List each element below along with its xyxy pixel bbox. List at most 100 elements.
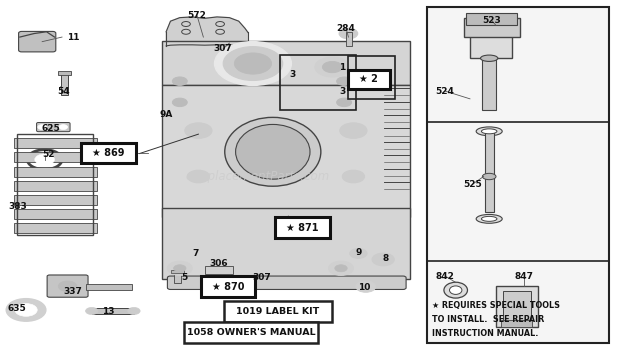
FancyBboxPatch shape — [47, 275, 88, 297]
Bar — [205, 266, 232, 274]
Bar — [280, 55, 356, 110]
Circle shape — [372, 253, 394, 266]
Text: 5: 5 — [182, 273, 188, 282]
Circle shape — [315, 57, 350, 77]
Text: 307: 307 — [252, 273, 271, 282]
Text: 1019 LABEL KIT: 1019 LABEL KIT — [236, 307, 319, 316]
Circle shape — [128, 307, 140, 315]
Text: 847: 847 — [515, 271, 533, 281]
Bar — [482, 58, 496, 110]
Bar — [427, 7, 609, 343]
Text: 9A: 9A — [159, 110, 173, 119]
Text: 7: 7 — [192, 249, 198, 258]
Bar — [14, 223, 97, 233]
Bar — [14, 167, 97, 176]
Bar — [275, 217, 330, 238]
Bar — [162, 41, 410, 85]
Circle shape — [185, 123, 212, 138]
Bar — [346, 32, 352, 46]
Text: 635: 635 — [8, 304, 27, 313]
Bar — [14, 181, 97, 191]
Text: ★ 869: ★ 869 — [92, 148, 125, 158]
Text: 8: 8 — [383, 254, 389, 263]
Bar — [162, 208, 410, 279]
Circle shape — [86, 307, 98, 315]
Text: 10: 10 — [358, 283, 371, 292]
Text: 3: 3 — [290, 70, 296, 79]
Circle shape — [335, 265, 347, 272]
Bar — [470, 24, 512, 58]
Bar — [348, 70, 390, 89]
Text: ★ REQUIRES SPECIAL TOOLS: ★ REQUIRES SPECIAL TOOLS — [432, 301, 559, 310]
Text: 842: 842 — [436, 271, 454, 281]
Text: 525: 525 — [463, 180, 482, 189]
Bar — [162, 85, 410, 217]
FancyBboxPatch shape — [19, 31, 56, 52]
Text: 337: 337 — [64, 287, 82, 297]
Ellipse shape — [236, 125, 310, 179]
Circle shape — [350, 249, 367, 258]
Text: ★ 871: ★ 871 — [286, 223, 319, 233]
Text: 13: 13 — [102, 307, 115, 316]
Circle shape — [329, 261, 353, 275]
Bar — [14, 138, 97, 148]
Text: 625: 625 — [42, 124, 60, 133]
Circle shape — [174, 265, 186, 272]
FancyBboxPatch shape — [37, 122, 70, 132]
Ellipse shape — [480, 55, 498, 61]
Bar — [466, 13, 517, 25]
Circle shape — [223, 47, 283, 80]
Bar — [503, 291, 531, 321]
Polygon shape — [20, 32, 55, 47]
Circle shape — [215, 42, 291, 85]
Text: 3: 3 — [339, 86, 345, 96]
Bar — [92, 308, 134, 314]
Circle shape — [337, 77, 352, 85]
Bar — [496, 286, 538, 327]
Text: 523: 523 — [482, 16, 501, 25]
Bar — [348, 56, 395, 99]
Bar — [171, 270, 184, 273]
Bar — [224, 301, 332, 322]
Circle shape — [337, 98, 352, 107]
Text: 1058 OWNER'S MANUAL: 1058 OWNER'S MANUAL — [187, 328, 316, 337]
Ellipse shape — [481, 129, 497, 134]
Text: eReplacementParts.com: eReplacementParts.com — [185, 170, 329, 183]
Bar — [501, 320, 532, 327]
Bar — [185, 322, 317, 343]
Circle shape — [342, 170, 365, 183]
Polygon shape — [166, 17, 248, 47]
Circle shape — [340, 123, 367, 138]
Ellipse shape — [224, 117, 321, 186]
Text: ★ 2: ★ 2 — [360, 74, 378, 84]
Text: 54: 54 — [58, 86, 70, 96]
Circle shape — [322, 61, 342, 73]
Bar — [14, 209, 97, 219]
Circle shape — [15, 304, 37, 316]
Bar — [174, 273, 181, 283]
Text: INSTRUCTION MANUAL.: INSTRUCTION MANUAL. — [432, 329, 538, 338]
Bar — [14, 195, 97, 205]
Circle shape — [234, 53, 272, 74]
Text: 524: 524 — [436, 86, 454, 96]
Text: 307: 307 — [214, 44, 232, 53]
Circle shape — [172, 77, 187, 85]
Text: 306: 306 — [210, 259, 228, 268]
Bar — [58, 71, 71, 75]
Text: 1: 1 — [339, 63, 345, 72]
Circle shape — [35, 154, 55, 165]
Bar — [86, 284, 132, 290]
Text: 9: 9 — [355, 248, 361, 257]
Text: TO INSTALL.  SEE REPAIR: TO INSTALL. SEE REPAIR — [432, 315, 544, 324]
Circle shape — [38, 125, 46, 130]
Ellipse shape — [476, 214, 502, 223]
Bar — [485, 129, 494, 212]
Text: 572: 572 — [188, 11, 206, 20]
Circle shape — [6, 299, 46, 321]
Text: 52: 52 — [42, 150, 55, 159]
Text: 11: 11 — [67, 32, 79, 42]
Bar — [17, 134, 93, 235]
Ellipse shape — [444, 282, 467, 298]
Circle shape — [187, 170, 210, 183]
Ellipse shape — [450, 286, 462, 294]
